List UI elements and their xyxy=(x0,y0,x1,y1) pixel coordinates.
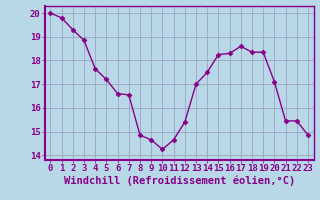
X-axis label: Windchill (Refroidissement éolien,°C): Windchill (Refroidissement éolien,°C) xyxy=(64,176,295,186)
